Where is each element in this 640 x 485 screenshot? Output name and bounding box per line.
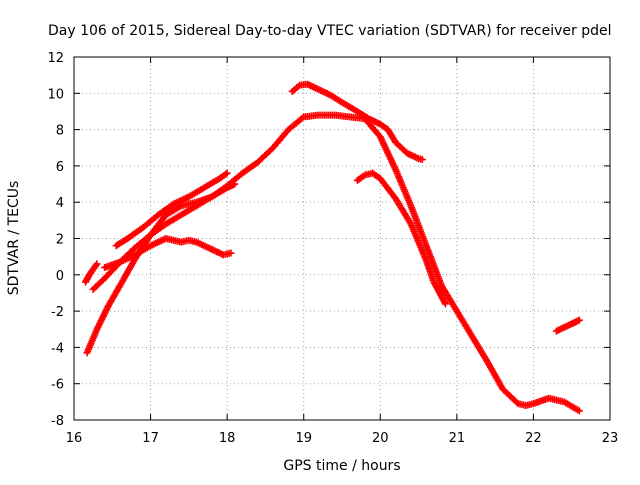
x-tick-label: 17 — [142, 431, 159, 446]
data-point-marker — [227, 249, 235, 257]
x-tick-label: 20 — [372, 431, 389, 446]
chart-title: Day 106 of 2015, Sidereal Day-to-day VTE… — [48, 23, 612, 39]
data-point-marker — [231, 180, 239, 188]
data-point-marker — [418, 156, 426, 164]
data-point-marker — [298, 114, 306, 122]
x-tick-label: 16 — [66, 431, 83, 446]
data-point-marker — [222, 170, 230, 178]
series-second-fall — [353, 169, 449, 308]
x-tick-label: 23 — [602, 431, 619, 446]
y-tick-label: -2 — [51, 305, 64, 320]
y-tick-label: 6 — [56, 160, 64, 175]
x-tick-label: 22 — [525, 431, 542, 446]
data-point-marker — [575, 407, 583, 415]
y-tick-label: -8 — [51, 414, 64, 429]
series-upper-left-branch — [112, 169, 231, 250]
series-right-stub — [552, 316, 583, 335]
data-point-marker — [441, 300, 449, 308]
y-tick-label: 10 — [47, 87, 64, 102]
data-point-marker — [223, 169, 231, 177]
data-point-marker — [92, 261, 100, 269]
y-tick-label: 4 — [56, 196, 64, 211]
data-point-marker — [294, 82, 302, 90]
data-point-marker — [575, 316, 583, 324]
x-tick-label: 18 — [219, 431, 236, 446]
data-point-marker — [93, 260, 101, 268]
y-axis-title: SDTVAR / TECUs — [6, 181, 22, 296]
series-left-stub — [81, 260, 101, 286]
grid — [74, 57, 610, 420]
y-tick-label: 12 — [47, 51, 64, 66]
y-tick-label: -6 — [51, 378, 64, 393]
data-series — [81, 80, 583, 415]
y-tick-label: 0 — [56, 269, 64, 284]
series-mid-branch — [89, 180, 239, 293]
series-upper-peak — [288, 80, 426, 164]
y-tick-label: 8 — [56, 124, 64, 139]
x-tick-label: 21 — [449, 431, 466, 446]
y-tick-label: 2 — [56, 233, 64, 248]
x-axis-title: GPS time / hours — [283, 458, 400, 474]
x-tick-label: 19 — [295, 431, 312, 446]
series-main-arc — [83, 111, 583, 415]
y-tick-label: -4 — [51, 341, 64, 356]
series-lower-hump — [101, 235, 235, 272]
axis-ticks: 16 17 18 19 20 21 22 23 -8 -6 -4 -2 0 2 4 6 8 10 12 — [47, 51, 618, 446]
